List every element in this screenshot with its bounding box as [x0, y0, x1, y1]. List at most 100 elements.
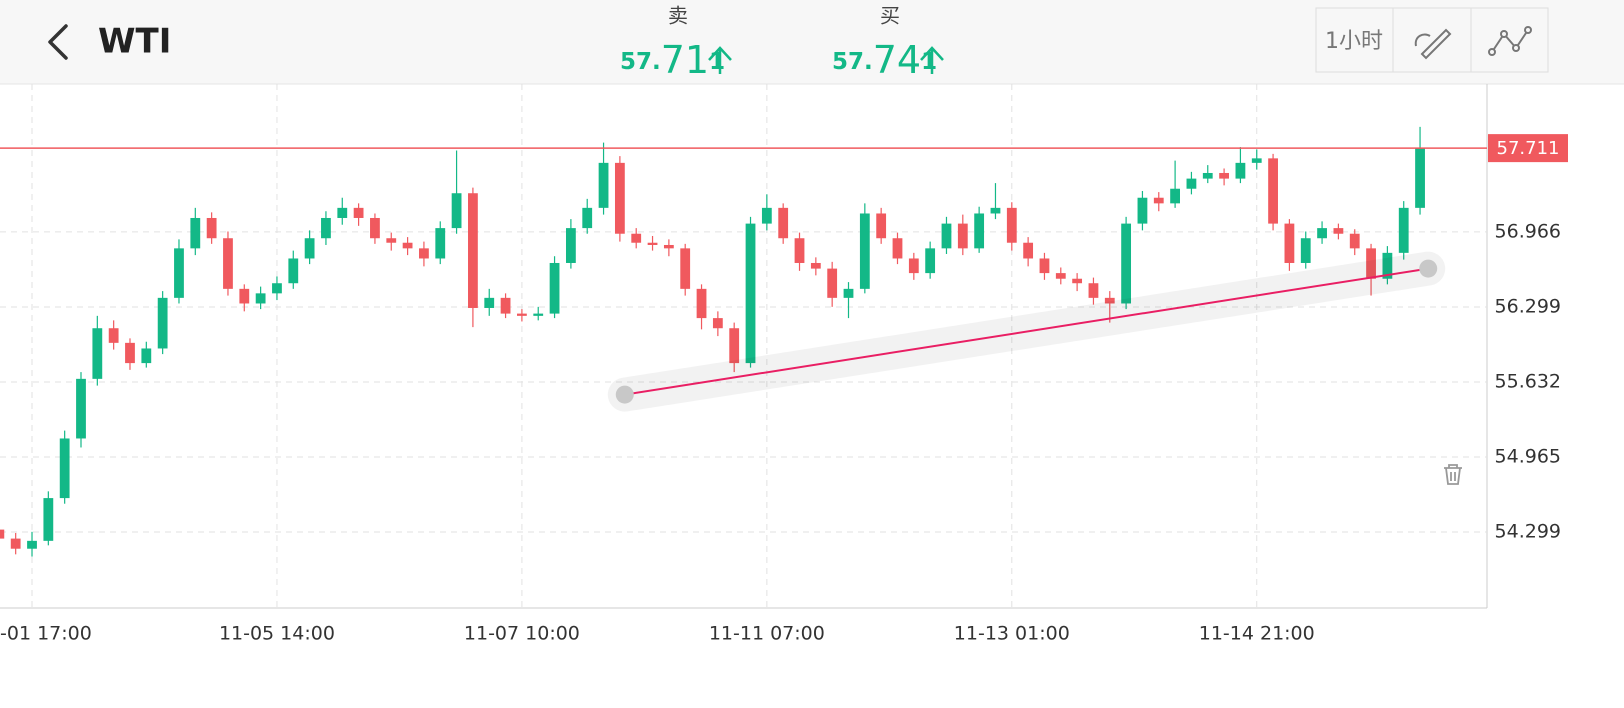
interval-button[interactable]: 1小时	[1325, 29, 1383, 54]
delete-button[interactable]	[1444, 464, 1462, 485]
trendline-handle	[615, 385, 634, 404]
candle-body	[43, 498, 54, 541]
x-tick-label: 11-05 14:00	[219, 623, 335, 645]
candle-body	[223, 238, 233, 289]
candle-body	[729, 328, 740, 364]
price-part: 71	[661, 38, 709, 82]
candle-body	[614, 162, 625, 234]
indicator-button[interactable]	[1491, 29, 1529, 53]
candle-body	[386, 238, 397, 243]
trendline-handle	[1419, 259, 1438, 278]
candle-body	[1366, 248, 1376, 279]
grid: 56.966 56.299 55.632 54.965 54.299 -01 17:00 1…	[0, 84, 1561, 645]
candle-body	[272, 283, 282, 294]
buy-label: 买	[880, 4, 900, 28]
candle-body	[353, 207, 364, 218]
candle-body	[517, 313, 527, 316]
y-tick-label: 56.966	[1495, 220, 1561, 242]
candle-body	[419, 248, 429, 259]
candle-body	[1104, 297, 1115, 304]
candle-body	[484, 297, 495, 308]
candle-body	[1039, 258, 1050, 274]
y-tick-label: 56.299	[1495, 295, 1561, 317]
indicator-icon-dot	[1488, 48, 1496, 56]
candle-body	[468, 193, 478, 308]
candle-body	[402, 242, 413, 249]
candle-body	[680, 248, 691, 289]
draw-tool-button[interactable]	[1414, 28, 1452, 60]
candle-body	[27, 540, 37, 549]
toolbar: 1小时	[1315, 7, 1549, 73]
indicator-icon-dot	[1500, 30, 1508, 38]
candle-body	[321, 217, 331, 239]
candle-body	[1300, 238, 1311, 263]
candle-body	[1219, 172, 1229, 179]
candle-body	[761, 207, 772, 224]
candle-body	[794, 238, 805, 263]
indicator-icon-dot	[1512, 44, 1520, 52]
candle-body	[451, 193, 462, 229]
candle-body	[533, 313, 544, 316]
up-arrow	[920, 46, 944, 74]
candle-body	[1251, 158, 1262, 163]
candle-body	[745, 223, 756, 364]
y-tick-label: 54.299	[1495, 520, 1561, 542]
candle-body	[1317, 228, 1327, 239]
candle-body	[696, 288, 707, 319]
candle-body	[647, 242, 658, 245]
last-price-tag	[1488, 134, 1568, 163]
price-part: 74	[873, 38, 921, 82]
candle-body	[157, 297, 168, 349]
candle-body	[190, 217, 201, 249]
candle-body	[1072, 278, 1083, 284]
price-part: 57.	[620, 49, 661, 75]
up-arrow	[708, 46, 732, 74]
x-tick-label: 11-13 01:00	[954, 623, 1070, 645]
candle-body	[1055, 273, 1066, 279]
candle-body	[712, 318, 723, 329]
candle-body	[1284, 223, 1295, 263]
candle-body	[1186, 178, 1197, 189]
candles	[0, 126, 1425, 557]
candle-body	[370, 217, 380, 239]
candle-body	[288, 258, 299, 284]
candle-body	[859, 213, 870, 289]
candle-body	[1088, 283, 1099, 298]
candle-body	[1006, 207, 1017, 243]
symbol: WTI	[98, 22, 171, 62]
candle-body	[141, 348, 152, 364]
candle-body	[1415, 148, 1425, 208]
candle-body	[255, 293, 266, 304]
candle-body	[1398, 207, 1409, 253]
candle-body	[1023, 242, 1034, 259]
candle-body	[1268, 158, 1278, 224]
candle-body	[565, 228, 576, 263]
candle-body	[990, 207, 1001, 214]
candle-body	[663, 244, 674, 249]
candle-body	[1153, 197, 1164, 204]
candle-body	[0, 529, 5, 539]
candle-body	[59, 438, 70, 499]
candle-body	[631, 233, 642, 243]
last-price-label: 57.711	[1497, 138, 1560, 159]
candle-body	[598, 162, 609, 208]
candle-body	[174, 248, 184, 298]
candle-body	[239, 288, 250, 304]
candle-body	[435, 228, 446, 259]
candle-body	[908, 258, 919, 274]
candle-body	[778, 207, 789, 239]
candle-body	[500, 297, 511, 314]
candle-body	[1137, 197, 1148, 224]
candle-body	[76, 378, 86, 439]
candle-body	[92, 328, 103, 379]
candle-body	[108, 328, 119, 343]
candle-body	[582, 207, 593, 229]
y-tick-label: 55.632	[1495, 370, 1561, 392]
x-tick-label: 11-07 10:00	[464, 623, 580, 645]
candle-body	[304, 238, 315, 259]
back-button[interactable]	[48, 24, 68, 60]
candle-body	[10, 538, 21, 549]
candle-body	[941, 223, 952, 249]
